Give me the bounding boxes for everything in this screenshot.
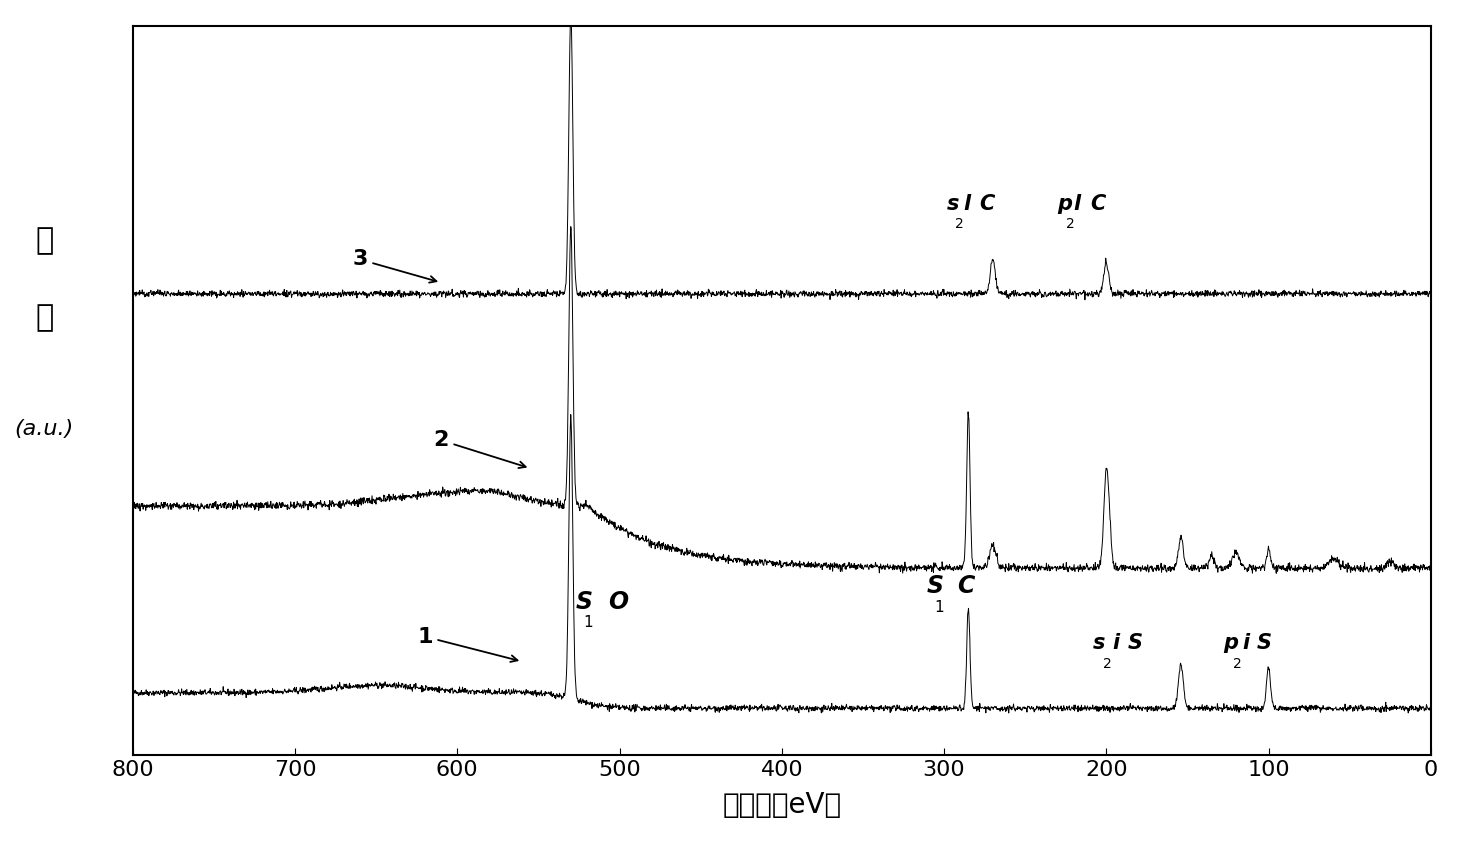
Text: p: p — [1223, 633, 1238, 653]
Text: S: S — [1127, 633, 1142, 653]
Text: S: S — [575, 589, 593, 613]
Text: C: C — [979, 194, 996, 214]
Text: s: s — [947, 194, 960, 214]
Text: C: C — [957, 574, 975, 598]
Text: 度: 度 — [35, 303, 53, 332]
Text: S: S — [926, 574, 943, 598]
Text: 1: 1 — [934, 600, 944, 614]
Text: l: l — [963, 194, 971, 214]
Text: l: l — [1074, 194, 1081, 214]
Text: s: s — [1093, 633, 1106, 653]
Text: 2: 2 — [1065, 217, 1074, 232]
Text: (a.u.): (a.u.) — [15, 419, 74, 439]
Text: i: i — [1242, 633, 1249, 653]
Text: S: S — [1257, 633, 1271, 653]
Text: O: O — [608, 589, 628, 613]
Text: 强: 强 — [35, 226, 53, 255]
Text: 3: 3 — [353, 250, 437, 282]
Text: 1: 1 — [417, 626, 518, 662]
Text: 2: 2 — [434, 430, 525, 468]
Text: 1: 1 — [584, 615, 593, 631]
Text: i: i — [1112, 633, 1120, 653]
X-axis label: 结合能（eV）: 结合能（eV） — [723, 791, 841, 819]
Text: 2: 2 — [956, 217, 965, 232]
Text: 2: 2 — [1103, 656, 1112, 671]
Text: p: p — [1058, 194, 1072, 214]
Text: 2: 2 — [1233, 656, 1242, 671]
Text: C: C — [1090, 194, 1105, 214]
